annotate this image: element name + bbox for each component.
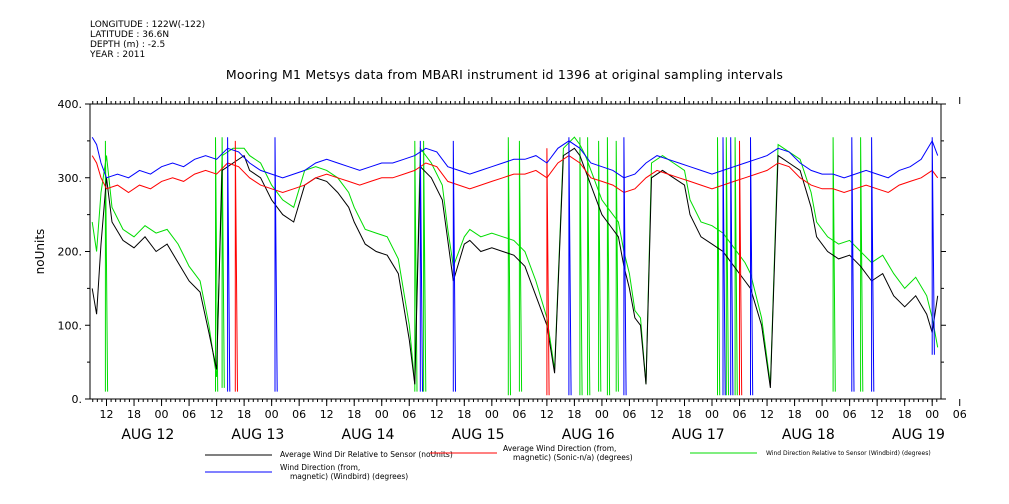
series-spike-3 [587,137,591,396]
y-tick-label: 200. [58,246,83,259]
series-spike-3 [832,137,836,392]
series-spike-2 [739,140,743,396]
series-spike-4 [871,137,875,392]
series-spike-2 [546,148,550,396]
longitude-label: LONGITUDE : 122W(-122) [90,20,206,30]
x-tick-label: 18 [127,408,141,421]
legend-label-3: Wind Direction Relative to Sensor (Windb… [766,450,931,457]
x-tick-label: 06 [402,408,416,421]
series-line-2 [91,154,939,194]
x-tick-label: 06 [622,408,636,421]
series-spike-4 [452,140,456,392]
series-spike-3 [598,140,602,392]
y-tick-label: 100. [58,319,83,332]
y-tick-label: 400. [58,98,83,111]
y-tick-label: 0. [72,393,83,406]
series-line-3 [91,136,939,385]
x-tick-label: 06 [953,408,967,421]
series-spike-3 [860,137,864,392]
series-spike-3 [615,140,619,392]
series-spike-4 [623,137,627,396]
x-tick-label: 12 [760,408,774,421]
series-line-4 [91,136,939,179]
series-spike-4 [227,137,231,392]
depth-label: DEPTH (m) : -2.5 [90,40,166,50]
x-tick-label: 12 [430,408,444,421]
x-tick-label: 06 [843,408,857,421]
x-tick-label: 00 [705,408,719,421]
series-spike-3 [734,137,738,396]
date-tick-label: AUG 13 [231,427,284,443]
x-tick-label: 06 [512,408,526,421]
x-tick-label: 00 [155,408,169,421]
series-spike-3 [507,137,511,396]
x-tick-label: 12 [540,408,554,421]
series-spike-3 [579,137,583,396]
series-line-1 [91,147,939,388]
date-tick-label: AUG 17 [672,427,725,443]
x-tick-label: 12 [650,408,664,421]
x-tick-label: 12 [100,408,114,421]
series-spike-3 [518,140,523,392]
y-tick-label: 300. [58,172,83,185]
x-tick-label: 00 [925,408,939,421]
x-tick-label: 18 [567,408,581,421]
x-tick-label: 18 [788,408,802,421]
date-tick-label: AUG 19 [892,427,945,443]
latitude-label: LATITUDE : 36.6N [90,30,170,40]
legend-label-1: Average Wind Dir Relative to Sensor (noU… [280,450,453,459]
x-tick-label: 00 [485,408,499,421]
date-tick-label: AUG 14 [342,427,395,443]
y-axis-label: noUnits [33,229,47,275]
x-tick-label: 12 [870,408,884,421]
legend-label-4: Wind Direction (from, [280,463,360,472]
series-spike-4 [274,137,278,392]
series-spike-3 [215,137,219,392]
x-tick-label: 00 [595,408,609,421]
series-spike-4 [730,137,734,396]
x-tick-label: 18 [347,408,361,421]
series-spike-3 [606,137,611,396]
series-spike-3 [725,137,729,396]
date-tick-label: AUG 18 [782,427,835,443]
date-tick-label: AUG 16 [562,427,615,443]
metadata-block: LONGITUDE : 122W(-122) LATITUDE : 36.6N … [90,20,205,60]
x-tick-label: 18 [237,408,251,421]
x-tick-label: 18 [677,408,691,421]
x-tick-label: 12 [320,408,334,421]
year-label: YEAR : 2011 [90,50,146,60]
series-spike-4 [931,137,935,355]
x-tick-label: 06 [292,408,306,421]
series-spike-3 [423,140,427,392]
chart-title: Mooring M1 Metsys data from MBARI instru… [225,67,784,82]
x-tick-label: 18 [457,408,471,421]
series-spike-4 [568,137,572,396]
x-tick-label: 06 [182,408,196,421]
date-tick-label: AUG 12 [121,427,174,443]
x-tick-label: 00 [375,408,389,421]
legend-label-2: Average Wind Direction (from, [503,444,616,453]
legend-label-2: magnetic) (Sonic-n/a) (degrees) [513,453,633,462]
series-spike-4 [722,137,726,396]
x-tick-label: 00 [815,408,829,421]
legend-label-4: magnetic) (Windbird) (degrees) [290,472,408,481]
series-spike-4 [419,140,423,392]
series-spike-3 [717,137,721,396]
x-tick-label: 06 [733,408,747,421]
x-tick-label: 18 [898,408,912,421]
series-spike-3 [104,140,109,392]
series-spike-2 [234,140,238,392]
date-tick-label: AUG 15 [452,427,505,443]
series-spike-4 [851,137,855,392]
x-tick-label: 00 [265,408,279,421]
series-spike-3 [221,137,225,388]
x-tick-label: 12 [210,408,224,421]
series-spike-4 [750,137,754,396]
